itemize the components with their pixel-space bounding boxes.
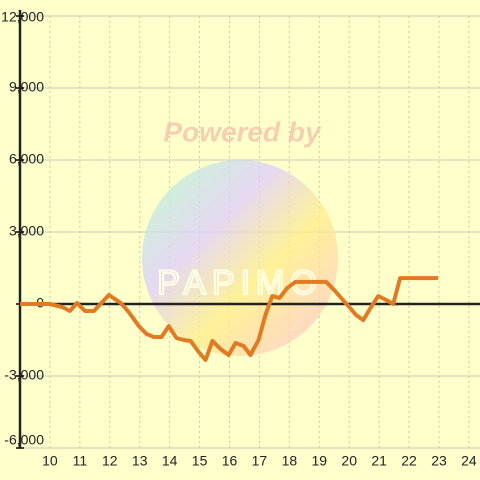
- data-line: [20, 276, 439, 362]
- watermark: Powered by PAPIMO: [142, 116, 338, 356]
- x-tick-label: 24: [461, 453, 477, 469]
- x-tick-label: 12: [102, 453, 118, 469]
- x-tick-label: 11: [73, 453, 88, 469]
- x-tick-label: 16: [222, 453, 238, 469]
- x-tick-label: 17: [252, 453, 268, 469]
- watermark-title: Powered by: [163, 116, 322, 147]
- x-tick-label: 19: [311, 453, 327, 469]
- y-tick-label: -3,000: [4, 367, 44, 383]
- y-tick-label: 3,000: [9, 223, 44, 239]
- watermark-circle: [142, 160, 338, 356]
- x-tick-label: 15: [192, 453, 208, 469]
- y-tick-label: 6,000: [9, 151, 44, 167]
- x-tick-label: 13: [132, 453, 148, 469]
- y-tick-label: -6,000: [4, 432, 44, 448]
- x-tick-label: 23: [431, 453, 447, 469]
- x-tick-label: 10: [42, 453, 58, 469]
- x-tick-label: 22: [401, 453, 417, 469]
- x-tick-label: 18: [282, 453, 298, 469]
- x-tick-label: 14: [162, 453, 178, 469]
- y-tick-label: 9,000: [9, 79, 44, 95]
- x-tick-label: 20: [341, 453, 357, 469]
- x-tick-label: 21: [371, 453, 387, 469]
